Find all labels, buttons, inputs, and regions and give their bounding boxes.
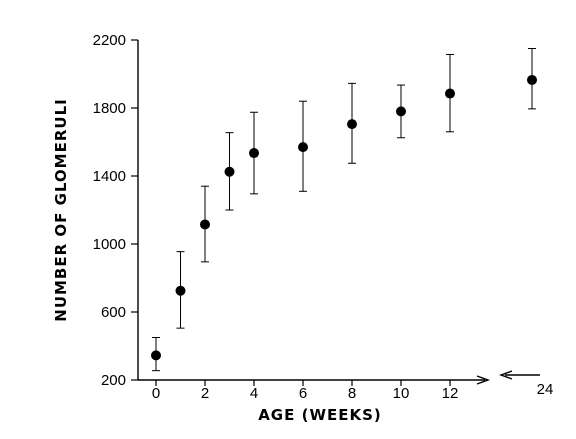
y-ticks: 200 600 1000 1400 1800 2200 (93, 32, 138, 389)
x-tick-label-0: 0 (152, 385, 160, 402)
y-tick-label-600: 600 (101, 304, 126, 321)
data-point-4 (249, 148, 259, 159)
y-tick-label-2200: 2200 (93, 32, 126, 49)
data-points (151, 74, 537, 361)
x-tick-label-6: 6 (299, 385, 307, 402)
y-tick-label-1400: 1400 (93, 168, 126, 185)
y-tick-label-200: 200 (101, 372, 126, 389)
error-bars (152, 48, 536, 372)
data-point-1 (175, 285, 186, 296)
x-axis-title: AGE (WEEKS) (258, 406, 382, 424)
y-axis-title: NUMBER OF GLOMERULI (52, 98, 70, 321)
x-axis-arrow-left (498, 370, 513, 380)
data-point-8 (445, 88, 455, 99)
data-point-6 (347, 119, 357, 130)
x-tick-label-10: 10 (393, 385, 410, 402)
axes (137, 40, 540, 385)
x-tick-label-2: 2 (201, 385, 209, 402)
data-point-0 (151, 350, 161, 361)
x-tick-label-8: 8 (348, 385, 356, 402)
data-point-5 (298, 142, 308, 153)
y-tick-label-1800: 1800 (93, 100, 126, 117)
x-axis-arrow-right (476, 375, 491, 385)
x-tick-label-4: 4 (250, 385, 258, 402)
x-break-tick-label: 24 (537, 381, 554, 398)
y-tick-label-1000: 1000 (93, 236, 126, 253)
data-point-3 (224, 166, 235, 177)
data-point-9 (527, 74, 537, 85)
data-point-2 (200, 219, 210, 230)
x-ticks: 0 2 4 6 8 10 12 (152, 380, 459, 402)
data-point-7 (396, 106, 406, 117)
x-tick-label-12: 12 (442, 385, 459, 402)
